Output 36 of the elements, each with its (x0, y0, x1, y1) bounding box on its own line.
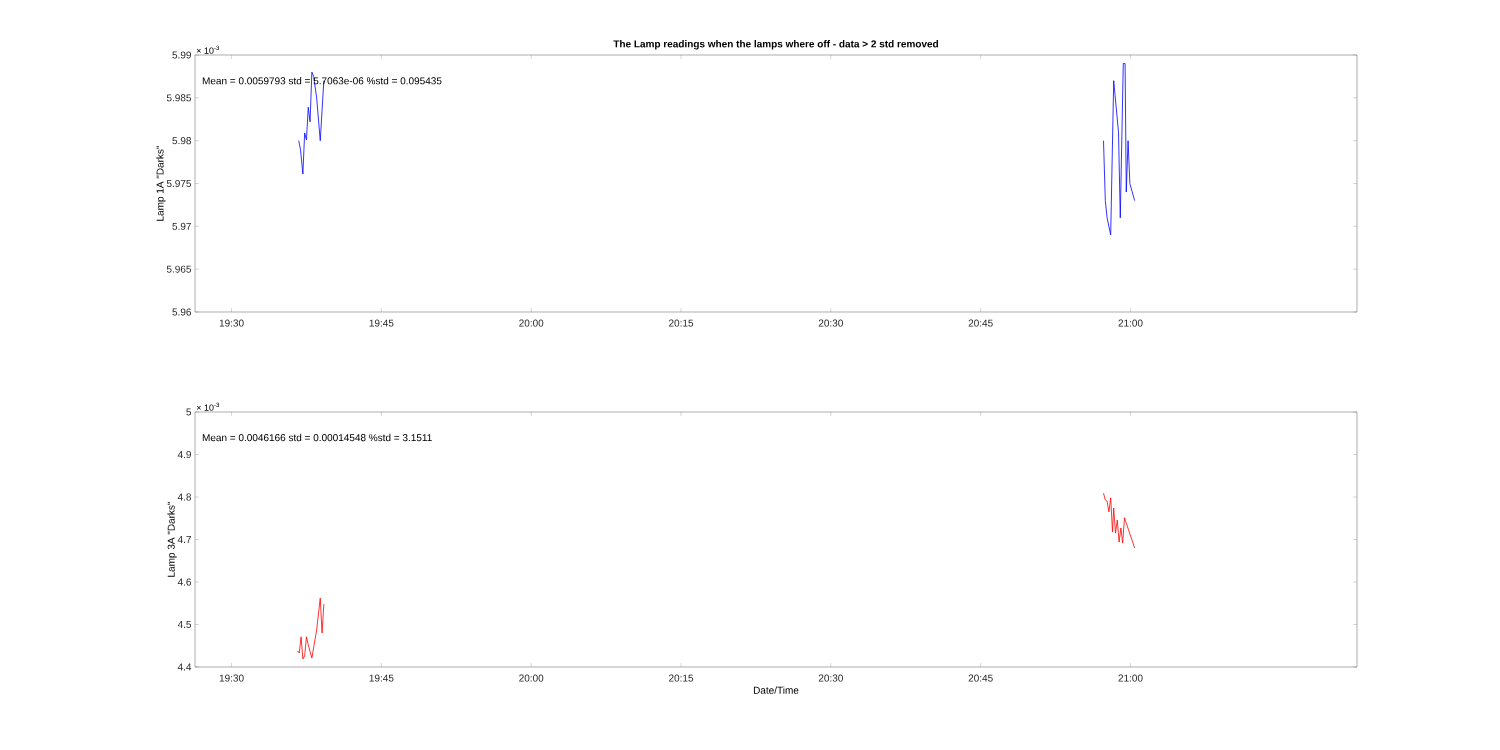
x-tick-label: 21:00 (1118, 674, 1143, 682)
annotation: Mean = 0.0046166 std = 0.00014548 %std = 3.1511 (202, 433, 432, 442)
x-tick-label: 19:30 (219, 674, 244, 682)
y-axis-title: Lamp 3A "Darks" (167, 501, 177, 577)
text: × 10$^{-3}$ (196, 402, 220, 411)
y-tick-label: 5.98 (172, 137, 192, 145)
y-tick-label: 5.99 (172, 51, 191, 59)
x-tick-label: 20:15 (669, 674, 694, 682)
x-tick-label: 20:30 (818, 674, 843, 682)
y-tick-label: 4.6 (177, 578, 192, 586)
x-tick-label: 19:30 (219, 319, 244, 327)
y-tick-label: 5.975 (166, 179, 192, 188)
y-tick-label: 4.5 (177, 621, 192, 628)
y-tick-label: 4.4 (177, 663, 192, 671)
chart-title: The Lamp readings when the lamps where off - data > 2 std removed (613, 40, 939, 50)
y-tick-label: 5.97 (172, 222, 191, 230)
annotation: Mean = 0.0059793 std = 5.7063e-06 %std = 0.095435 (202, 77, 442, 85)
x-tick-label: 20:45 (968, 319, 993, 327)
x-tick-label: 20:15 (669, 319, 694, 327)
x-tick-label: 20:45 (968, 674, 993, 682)
x-axis-title: Date/Time (753, 686, 799, 694)
y-tick-label: 4.7 (177, 536, 191, 543)
y-tick-label: 5.965 (166, 265, 192, 273)
text: × 10$^{-3}$ (196, 45, 220, 54)
y-tick-label: 4.9 (177, 450, 192, 459)
y-tick-label: 4.8 (177, 493, 192, 501)
x-tick-label: 20:00 (519, 319, 544, 327)
y-tick-label: 5 (186, 408, 192, 416)
x-tick-label: 19:45 (369, 674, 394, 682)
x-tick-label: 19:45 (369, 319, 394, 327)
y-tick-label: 5.96 (172, 308, 192, 316)
x-tick-label: 20:00 (519, 674, 544, 682)
y-tick-label: 5.985 (166, 94, 192, 102)
y-axis-title: Lamp 1A "Darks" (156, 145, 166, 221)
x-tick-label: 21:00 (1118, 319, 1143, 327)
x-tick-label: 20:30 (818, 319, 843, 327)
